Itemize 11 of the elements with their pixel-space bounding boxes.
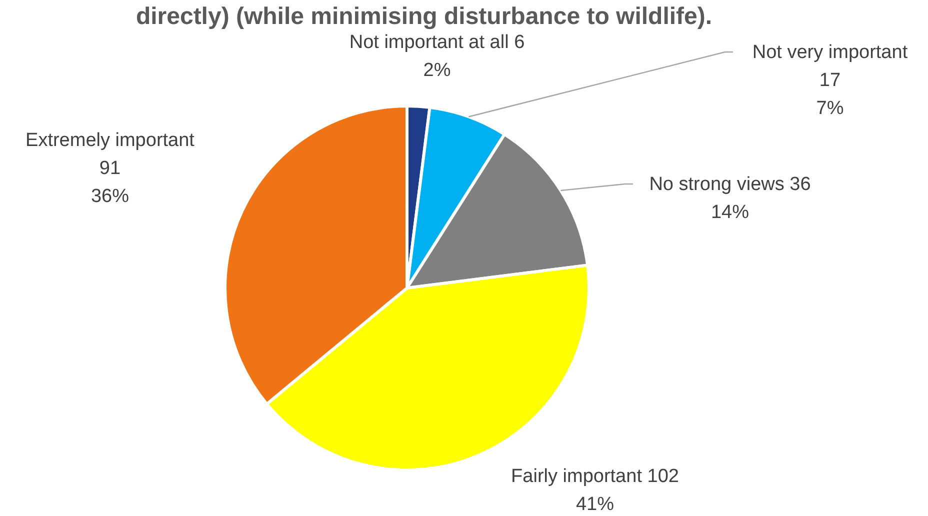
slice-label: Fairly important 102 (511, 466, 679, 487)
slice-label: Not important at all 6 (349, 32, 525, 53)
data-label: 2% (423, 60, 451, 81)
chart-title: directly) (while minimising disturbance to wildlife). (136, 3, 712, 30)
slice-label: No strong views 36 (649, 174, 811, 195)
data-label: 14% (710, 202, 750, 223)
slice-label: Extremely important 91 (26, 130, 196, 179)
data-label: 7% (816, 98, 844, 119)
data-label: 41% (576, 494, 614, 515)
slice-label: Not very important 17 (752, 42, 908, 91)
data-label: 36% (90, 186, 130, 207)
